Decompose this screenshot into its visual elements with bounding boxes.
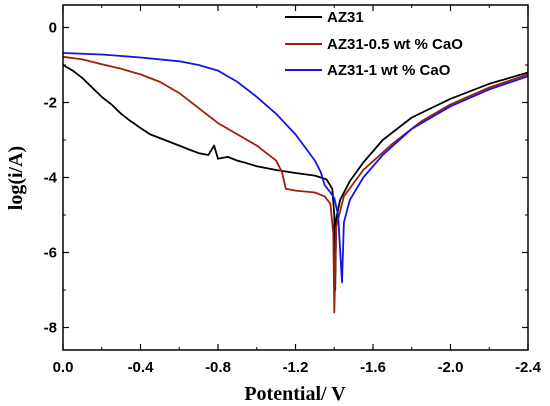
x-tick-label: -0.8 [205,359,231,376]
y-tick-label: -2 [44,95,57,112]
plot-lines [62,52,529,314]
legend-label-az31-1-cao: AZ31-1 wt % CaO [327,62,451,79]
y-axis-title: log(i/A) [5,146,27,210]
x-tick-label: -2.0 [438,359,464,376]
y-tick-label: -6 [44,245,57,262]
axes: 0.0 -0.4 -0.8 -1.2 -1.6 -2.0 -2.4 0 -2 -4 -6 -8 [44,5,542,376]
series-line-1 [62,55,529,314]
x-tick-label: -1.2 [283,359,309,376]
series-line-0 [62,64,529,291]
y-tick-label: -4 [44,170,58,187]
x-tick-label: -1.6 [360,359,386,376]
legend: AZ31 AZ31-0.5 wt % CaO AZ31-1 wt % CaO [285,9,463,79]
x-axis-title: Potential/ V [244,383,346,405]
legend-label-az31: AZ31 [327,9,364,26]
x-tick-label: -0.4 [128,359,155,376]
x-tick-label: 0.0 [53,359,74,376]
y-tick-label: -8 [44,320,57,337]
series-line-2 [62,52,529,284]
y-tick-label: 0 [49,20,57,37]
legend-label-az31-0-5-cao: AZ31-0.5 wt % CaO [327,36,463,53]
x-tick-label: -2.4 [515,359,542,376]
